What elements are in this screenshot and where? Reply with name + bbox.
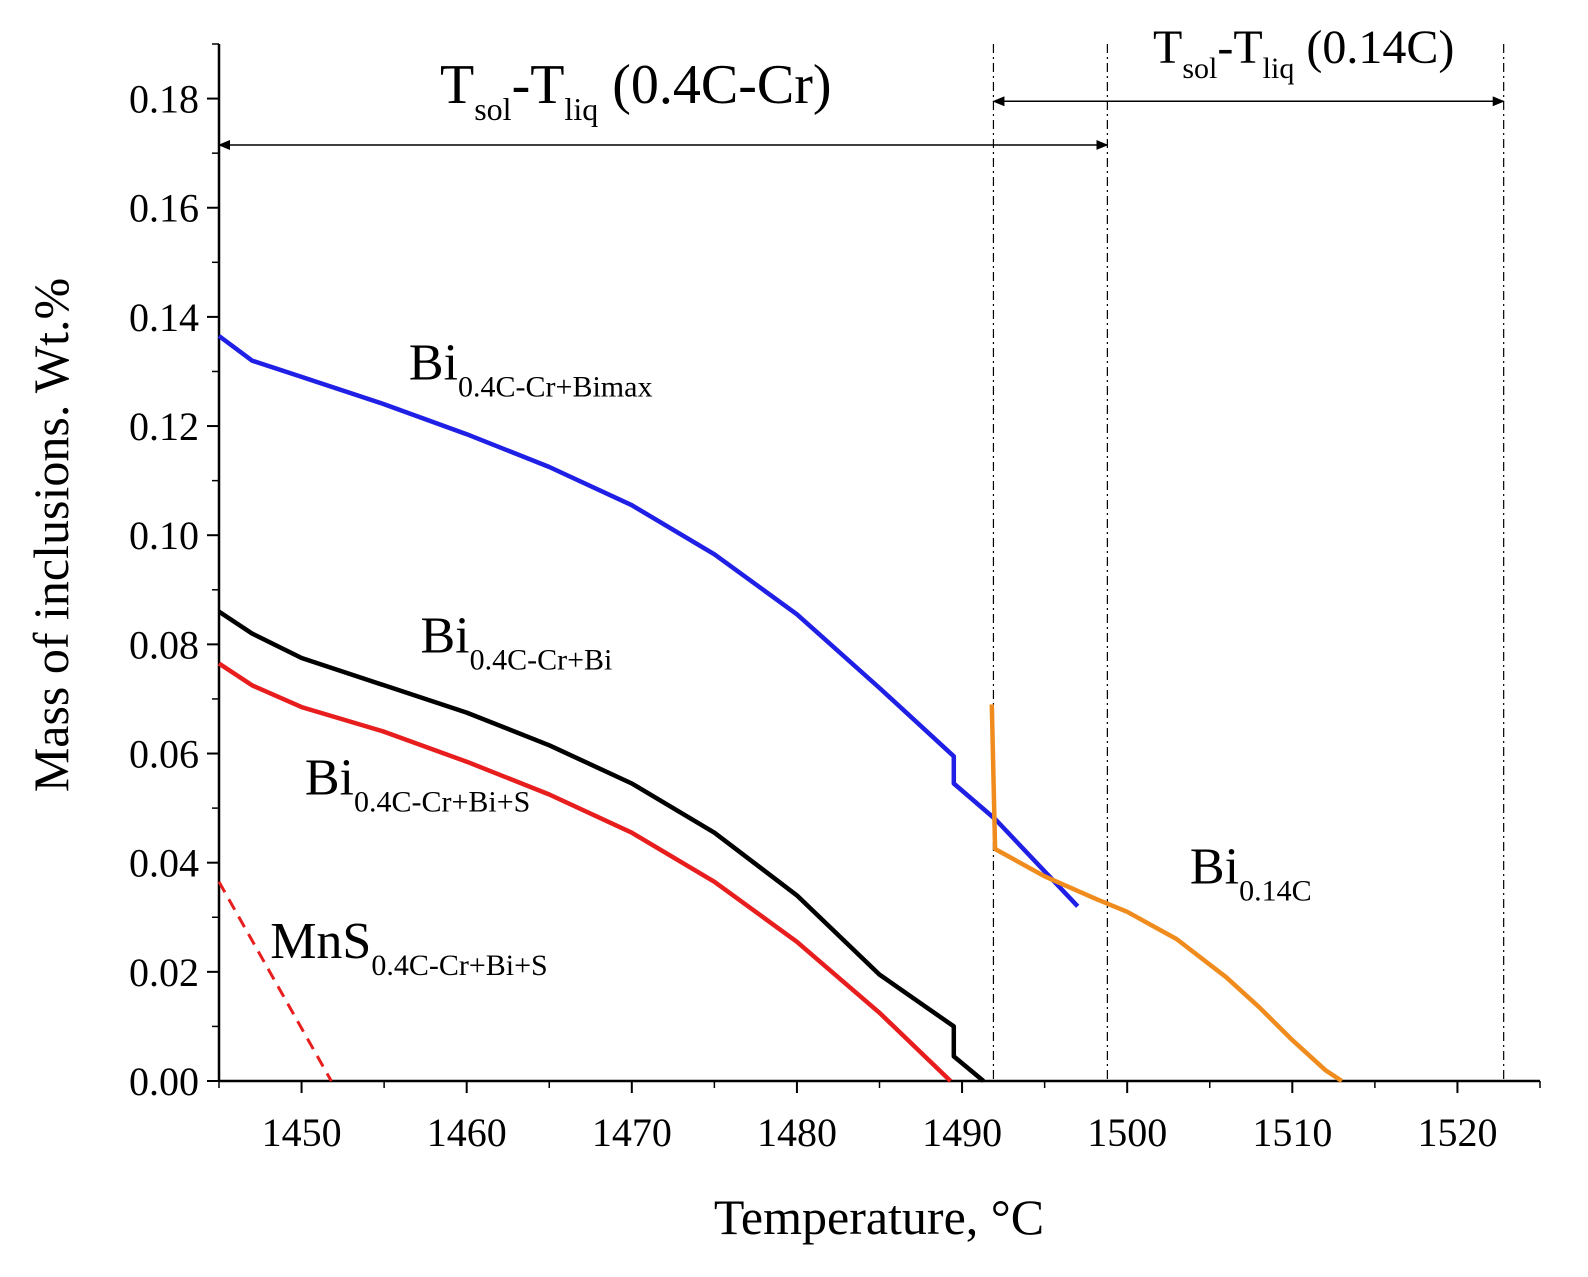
annotation-bi-s: Bi0.4C-Cr+Bi+S [305, 749, 531, 818]
range-label-04c-cr-liq: liq [564, 91, 598, 127]
annotation-bimax-main: Bi [409, 335, 458, 392]
x-tick-label-1510: 1510 [1252, 1110, 1332, 1155]
y-tick-label-0.16: 0.16 [129, 186, 199, 231]
y-tick-label-0.10: 0.10 [129, 513, 199, 558]
annotation-mns: MnS0.4C-Cr+Bi+S [270, 913, 548, 982]
annotation-bimax: Bi0.4C-Cr+Bimax [409, 335, 653, 404]
range-label-014c-alloy: (0.14C) [1294, 21, 1454, 74]
ticks-layer: 1450 1460 1470 1480 1490 1500 1510 1520 0.00 0.02… [129, 43, 1541, 1155]
y-tick-label-0.04: 0.04 [129, 841, 199, 886]
range-boundary-lines [992, 44, 1505, 1081]
annotation-mns-main: MnS [270, 913, 371, 970]
y-axis-title: Mass of inclusions. Wt.% [23, 278, 79, 792]
y-tick-label-0.02: 0.02 [129, 950, 199, 995]
x-axis-title: Temperature, °C [714, 1189, 1044, 1245]
annotation-mns-sub: 0.4C-Cr+Bi+S [371, 949, 547, 982]
range-label-04c-cr-t2: -T [512, 54, 565, 116]
x-tick-label-1460: 1460 [427, 1110, 507, 1155]
y-tick-label-0.00: 0.00 [129, 1059, 199, 1104]
series-line-0 [217, 334, 1080, 908]
range-label-014c-sol: sol [1182, 52, 1217, 85]
annotation-bimax-sub: 0.4C-Cr+Bimax [458, 371, 652, 404]
range-label-04c-cr-sol: sol [474, 91, 511, 127]
range-label-014c-liq: liq [1263, 52, 1295, 85]
series-line-1 [217, 609, 985, 1083]
y-tick-label-0.08: 0.08 [129, 622, 199, 667]
series-line-2 [217, 661, 953, 1083]
annotation-bi-main: Bi [420, 608, 469, 665]
annotation-bi-014c: Bi0.14C [1190, 838, 1312, 907]
annotation-bi-014c-main: Bi [1190, 838, 1239, 895]
series-line-3 [217, 881, 333, 1082]
range-label-014c-t2: -T [1217, 21, 1262, 74]
y-tick-label-0.14: 0.14 [129, 295, 199, 340]
annotation-bi: Bi0.4C-Cr+Bi [420, 608, 612, 677]
x-tick-label-1490: 1490 [922, 1110, 1002, 1155]
annotation-bi-s-main: Bi [305, 749, 354, 806]
x-tick-label-1520: 1520 [1417, 1110, 1497, 1155]
x-tick-label-1480: 1480 [757, 1110, 837, 1155]
series-layer [217, 334, 1344, 1083]
annotation-bi-sub: 0.4C-Cr+Bi [470, 644, 613, 677]
range-label-04c-cr: Tsol-Tliq (0.4C-Cr) [440, 54, 832, 127]
range-label-04c-cr-t: T [440, 54, 474, 116]
y-tick-label-0.06: 0.06 [129, 732, 199, 777]
range-label-014c: Tsol-Tliq (0.14C) [1153, 21, 1454, 85]
x-tick-label-1450: 1450 [262, 1110, 342, 1155]
annotation-bi-014c-sub: 0.14C [1239, 874, 1312, 907]
range-label-04c-cr-alloy: (0.4C-Cr) [598, 54, 831, 116]
series-line-4 [989, 704, 1344, 1083]
annotation-bi-s-sub: 0.4C-Cr+Bi+S [354, 785, 530, 818]
y-tick-label-0.18: 0.18 [129, 77, 199, 122]
x-tick-label-1470: 1470 [592, 1110, 672, 1155]
range-label-014c-t: T [1153, 21, 1182, 74]
x-tick-label-1500: 1500 [1087, 1110, 1167, 1155]
y-tick-label-0.12: 0.12 [129, 404, 199, 449]
